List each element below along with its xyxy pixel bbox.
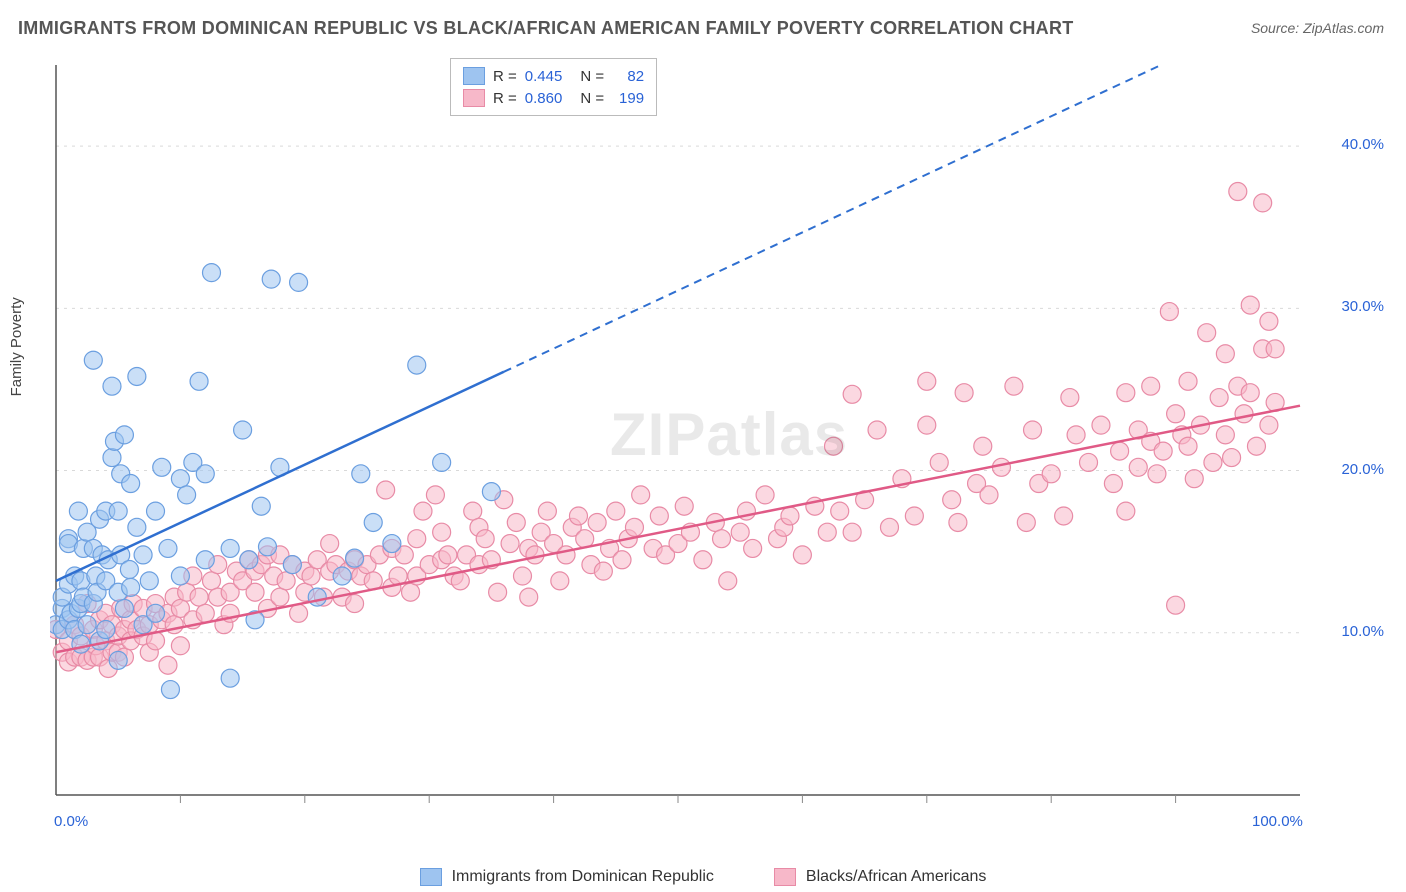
y-axis-label: Family Poverty [8,297,25,396]
stat-r-label: R = [493,90,517,107]
y-tick-label: 40.0% [1341,136,1384,153]
legend-label: Immigrants from Dominican Republic [452,868,714,886]
legend-swatch [463,67,485,85]
chart-title: IMMIGRANTS FROM DOMINICAN REPUBLIC VS BL… [18,18,1074,39]
chart-plot [50,55,1380,835]
y-tick-label: 20.0% [1341,461,1384,478]
series-legend: Immigrants from Dominican Republic Blacks… [0,868,1406,886]
stat-n-label: N = [580,68,604,85]
legend-swatch [774,868,796,886]
stats-row: R = 0.860 N = 199 [463,87,644,109]
legend-swatch [463,89,485,107]
stat-r-value: 0.445 [525,68,563,85]
legend-item: Immigrants from Dominican Republic [420,868,714,886]
legend-item: Blacks/African Americans [774,868,987,886]
stat-n-label: N = [580,90,604,107]
stats-legend: R = 0.445 N = 82 R = 0.860 N = 199 [450,58,657,116]
stats-row: R = 0.445 N = 82 [463,65,644,87]
x-tick-label: 0.0% [54,813,88,830]
chart-source: Source: ZipAtlas.com [1251,20,1384,36]
y-tick-label: 10.0% [1341,623,1384,640]
stat-r-value: 0.860 [525,90,563,107]
stat-r-label: R = [493,68,517,85]
legend-label: Blacks/African Americans [806,868,987,886]
stat-n-value: 82 [612,68,644,85]
y-tick-label: 30.0% [1341,298,1384,315]
stat-n-value: 199 [612,90,644,107]
x-tick-label: 100.0% [1252,813,1303,830]
legend-swatch [420,868,442,886]
